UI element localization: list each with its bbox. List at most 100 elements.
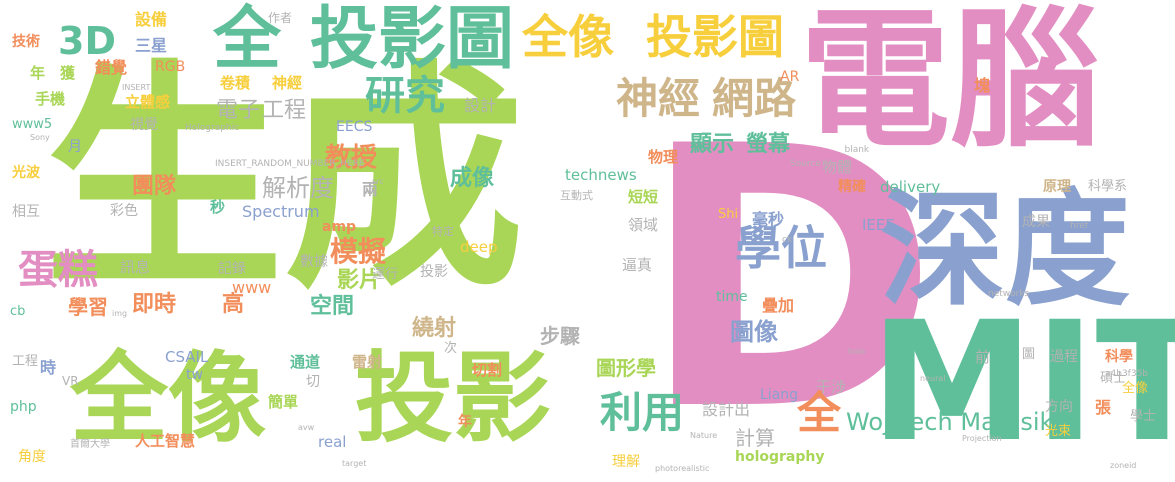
word-tongdao: 通道 xyxy=(290,353,321,371)
word-jisuan: 計算 xyxy=(735,426,775,450)
word-shijue: 視覺 xyxy=(130,117,158,133)
word-mit: MIT xyxy=(870,286,1175,478)
word-duanduan: 短短 xyxy=(628,188,659,206)
word-rengongzhihui: 人工智慧 xyxy=(135,432,196,450)
word-time: time xyxy=(716,289,748,305)
word-jingque: 精確 xyxy=(838,179,866,195)
word-www5: www5 xyxy=(12,117,53,132)
word-huo: 獲 xyxy=(60,64,76,82)
word-haomiao: 毫秒 xyxy=(752,210,785,229)
word-src: src xyxy=(372,177,384,186)
word-yunxing: 運行 xyxy=(372,267,399,282)
word-delivery: delivery xyxy=(880,178,941,196)
word-zoneid: zoneid xyxy=(1110,461,1137,470)
word-liyong: 利用 xyxy=(600,388,685,437)
word-zuozhe: 作者 xyxy=(268,11,293,25)
word-touyingtu: 投影圖 xyxy=(310,0,515,79)
word-tw: tw xyxy=(186,367,203,383)
word-holo: holo xyxy=(848,347,866,356)
word-guangshu: 光束 xyxy=(1045,424,1072,439)
word-shebei: 設備 xyxy=(135,10,168,29)
word-blank: _blank xyxy=(840,145,870,155)
word-quan: 全 xyxy=(213,0,282,79)
word-shuoshi: 碩士 xyxy=(1100,371,1127,386)
word-kuai: 塊 xyxy=(974,76,991,95)
word-xianshi: 顯示 xyxy=(690,132,735,157)
word-tuxingxue: 圖形學 xyxy=(596,356,656,380)
word-cb: cb xyxy=(10,304,26,319)
word-target: target xyxy=(342,459,367,468)
word-buzhou: 步驟 xyxy=(540,324,580,348)
word-d: D xyxy=(640,70,939,482)
word-guangbo: 光波 xyxy=(12,165,40,181)
word-quanxiang: 全像 xyxy=(70,342,267,456)
word-gansha: 干涉 xyxy=(816,378,847,396)
word-liang2: 兩 xyxy=(362,180,379,199)
word-shouji: 手機 xyxy=(35,90,66,108)
word-liang: Liang xyxy=(760,387,799,403)
word-ci: 次 xyxy=(444,341,458,356)
word-yingmu: 螢幕 xyxy=(746,132,791,157)
word-xianghu: 相互 xyxy=(12,204,40,220)
word-xuexi: 學習 xyxy=(68,295,108,319)
word-quan2: 全 xyxy=(797,388,841,439)
word-ieee: IEEE xyxy=(862,216,895,234)
word-touying: 投影 xyxy=(355,342,552,456)
word-guocheng: 過程 xyxy=(1050,349,1078,365)
word-wojciech: Wojciech Matusik xyxy=(846,408,1054,436)
word-shejichu: 設計出 xyxy=(702,400,751,419)
word-dangao: 蛋糕 xyxy=(18,247,98,293)
word-diannao: 電腦 xyxy=(800,0,1101,168)
word-lingyu: 領域 xyxy=(628,216,659,234)
word-hudongshi: 互動式 xyxy=(560,189,593,202)
word-chengxiang: 成像 xyxy=(450,166,495,191)
word-hash: a4b3f35b xyxy=(1105,369,1149,379)
word-teding: 特定 xyxy=(432,225,454,238)
word-holography: holography xyxy=(735,449,825,465)
word-networks: networks xyxy=(988,289,1030,299)
word-yingpian: 影片 xyxy=(337,268,382,293)
word-3d: 3D xyxy=(58,19,116,63)
word-rgb: RGB xyxy=(155,59,186,75)
word-avw: avw xyxy=(298,423,315,432)
word-vr: VR xyxy=(62,374,79,388)
word-shi2: 時 xyxy=(40,358,57,377)
word-wanglu: 網路 xyxy=(712,74,797,123)
word-jilu: 記錄 xyxy=(218,261,246,277)
word-jiexidu: 解析度 xyxy=(262,174,334,202)
word-cuojue: 錯覺 xyxy=(95,58,128,77)
word-shenjing: 神經 xyxy=(616,74,701,123)
word-jiandan: 簡單 xyxy=(268,393,299,411)
word-shuju: 數據 xyxy=(300,254,328,270)
word-hologram-quanxiang: 全像 xyxy=(1122,381,1149,396)
word-insert2: INSERT xyxy=(122,83,151,92)
word-eecs: EECS xyxy=(336,119,373,135)
word-touyingtu2: 投影圖 xyxy=(646,10,784,64)
word-csail: CSAIL xyxy=(165,348,209,366)
word-miao: 秒 xyxy=(210,198,226,216)
word-deep: deep xyxy=(460,238,498,256)
word-yuanli: 原理 xyxy=(1043,179,1071,195)
word-touying2: 投影 xyxy=(420,264,448,280)
word-jiaoshou: 教授 xyxy=(325,143,378,173)
word-quanxiang2: 全像 xyxy=(522,10,614,64)
word-juanji: 卷積 xyxy=(220,74,251,92)
word-spectrum: Spectrum xyxy=(242,202,320,221)
word-kongjian: 空間 xyxy=(310,294,355,319)
word-yue: 月 xyxy=(68,139,82,155)
word-xunxi: 訊息 xyxy=(120,258,151,276)
word-raoshe: 繞射 xyxy=(412,316,457,341)
word-ck: ck xyxy=(782,235,793,245)
word-xueshi: 學士 xyxy=(1130,409,1157,424)
word-nian: 年 xyxy=(30,64,46,82)
word-wuli: 物理 xyxy=(648,148,679,166)
word-jishi: 即時 xyxy=(132,292,177,317)
word-diejia: 疊加 xyxy=(762,296,795,315)
word-dianzi: 電子 xyxy=(216,98,261,123)
word-nian2: 年 xyxy=(458,414,472,430)
word-kexuexi: 科學系 xyxy=(1088,179,1128,194)
word-shendu: 深度 xyxy=(880,178,1130,323)
word-real: real xyxy=(318,433,347,451)
word-amp: amp xyxy=(322,219,357,235)
